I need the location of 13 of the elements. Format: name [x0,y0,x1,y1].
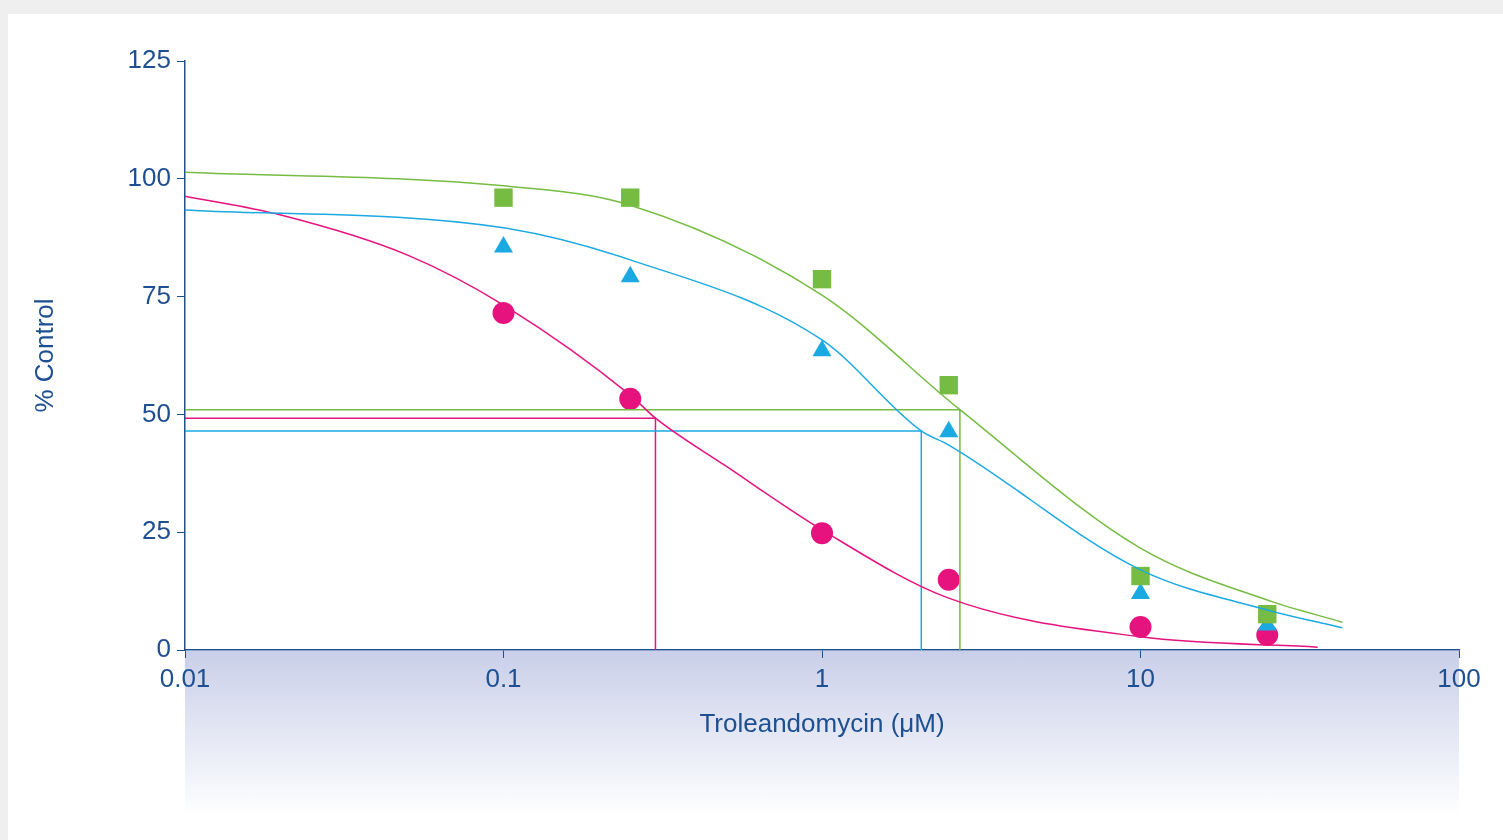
y-tick-label: 25 [142,515,171,546]
x-tick-label: 0.01 [159,662,211,693]
y-tick-label: 125 [127,44,171,75]
y-tick-label: 100 [127,161,171,192]
y-tick-label: 0 [156,633,171,664]
y-tick-label: 50 [142,397,171,428]
x-tick-label: 100 [1437,662,1481,693]
x-tick-label: 0.1 [485,662,522,693]
x-tick-label: 1 [814,662,830,693]
x-axis-title: Troleandomycin (μM) [699,707,945,738]
x-tick-label: 10 [1126,662,1155,693]
y-tick-label: 75 [142,279,171,310]
y-axis-title: % Control [28,298,59,413]
